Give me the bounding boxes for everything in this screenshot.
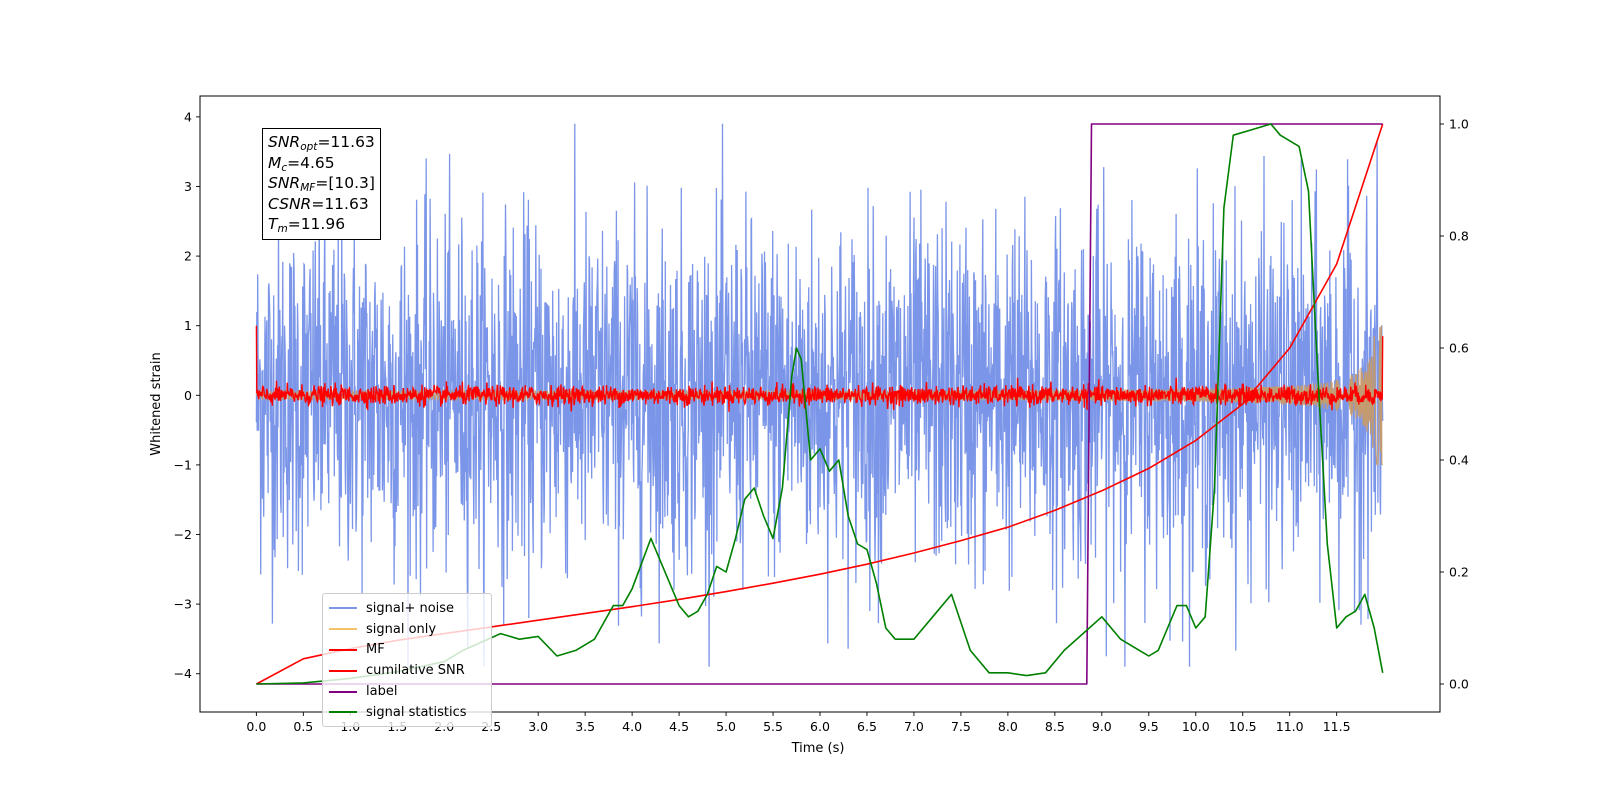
snr-opt-value: =11.63 [317, 133, 375, 151]
y-left-tick-label: 0 [184, 388, 192, 403]
x-tick-label: 11.5 [1323, 719, 1351, 734]
mc-value: =4.65 [287, 153, 335, 172]
x-tick-label: 9.5 [1139, 719, 1159, 734]
legend-swatch [329, 669, 357, 672]
csnr-line: CSNR=11.63 [268, 194, 369, 213]
x-tick-label: 4.0 [622, 719, 642, 734]
y-right-tick-label: 0.8 [1449, 229, 1469, 244]
x-tick-label: 9.0 [1092, 719, 1112, 734]
snr-mf-line: SNRMF=[10.3] [268, 174, 375, 194]
y-right-tick-label: 0.4 [1449, 453, 1469, 468]
x-tick-label: 10.0 [1182, 719, 1210, 734]
legend-entry: MF [329, 640, 485, 661]
legend-label: label [366, 684, 398, 700]
legend-entry: signal+ noise [329, 598, 485, 619]
legend-label: signal statistics [366, 704, 467, 720]
series-label-line [256, 123, 1383, 685]
y-left-tick-label: −2 [174, 527, 192, 542]
x-tick-label: 5.5 [763, 719, 783, 734]
mc-line: Mc=4.65 [268, 153, 335, 174]
x-axis-label: Time (s) [791, 741, 845, 756]
x-tick-label: 11.0 [1276, 719, 1304, 734]
y-right-tick-label: 1.0 [1449, 117, 1469, 132]
legend-swatch [329, 628, 357, 631]
legend-swatch [329, 607, 357, 610]
y-axis-left: 4 3 2 1 0 −1 −2 −3 −4 [174, 109, 200, 681]
legend: signal+ noise signal only MF cumilative SNR… [322, 593, 492, 727]
x-tick-label: 4.5 [669, 719, 689, 734]
y-left-tick-label: 3 [184, 179, 192, 194]
y-axis-label: Whitened strain [149, 352, 164, 455]
legend-swatch [329, 648, 357, 651]
y-axis-right: 1.0 0.8 0.6 0.4 0.2 0.0 [1440, 117, 1469, 692]
snr-mf-value: =[10.3] [315, 174, 375, 192]
legend-label: MF [366, 642, 385, 658]
x-tick-label: 0.0 [246, 719, 266, 734]
x-tick-label: 8.5 [1045, 719, 1065, 734]
legend-entry: cumilative SNR [329, 660, 485, 681]
stats-annotation-box: SNRopt=11.63 Mc=4.65 SNRMF=[10.3] CSNR=1… [262, 128, 381, 240]
legend-entry: signal only [329, 619, 485, 640]
y-left-tick-label: −4 [174, 666, 192, 681]
y-left-tick-label: −1 [174, 457, 192, 472]
y-right-tick-label: 0.6 [1449, 341, 1469, 356]
x-tick-label: 8.0 [998, 719, 1018, 734]
x-tick-label: 0.5 [293, 719, 313, 734]
y-left-tick-label: 4 [184, 109, 192, 124]
legend-swatch [329, 690, 357, 693]
legend-entry: label [329, 681, 485, 702]
legend-entry: signal statistics [329, 702, 485, 723]
y-right-tick-label: 0.0 [1449, 677, 1469, 692]
snr-opt-line: SNRopt=11.63 [268, 133, 375, 153]
series-signal-statistics-line [256, 123, 1384, 685]
x-tick-label: 7.0 [904, 719, 924, 734]
x-tick-label: 3.5 [575, 719, 595, 734]
series-signal-noise-line [255, 123, 1384, 667]
x-tick-label: 3.0 [528, 719, 548, 734]
y-left-tick-label: 2 [184, 249, 192, 264]
legend-label: cumilative SNR [366, 663, 465, 679]
x-tick-label: 5.0 [716, 719, 736, 734]
y-left-tick-label: −3 [174, 597, 192, 612]
csnr-value: =11.63 [311, 194, 369, 213]
x-tick-label: 6.0 [810, 719, 830, 734]
y-right-tick-label: 0.2 [1449, 565, 1469, 580]
tm-value: =11.96 [287, 215, 346, 233]
series-mf-line [255, 325, 1384, 412]
tm-line: Tm=11.96 [268, 215, 346, 235]
y-left-tick-label: 1 [184, 318, 192, 333]
x-tick-label: 6.5 [857, 719, 877, 734]
x-tick-label: 10.5 [1229, 719, 1257, 734]
legend-swatch [329, 711, 357, 714]
x-tick-label: 7.5 [951, 719, 971, 734]
legend-label: signal only [366, 621, 437, 637]
legend-label: signal+ noise [366, 600, 455, 616]
